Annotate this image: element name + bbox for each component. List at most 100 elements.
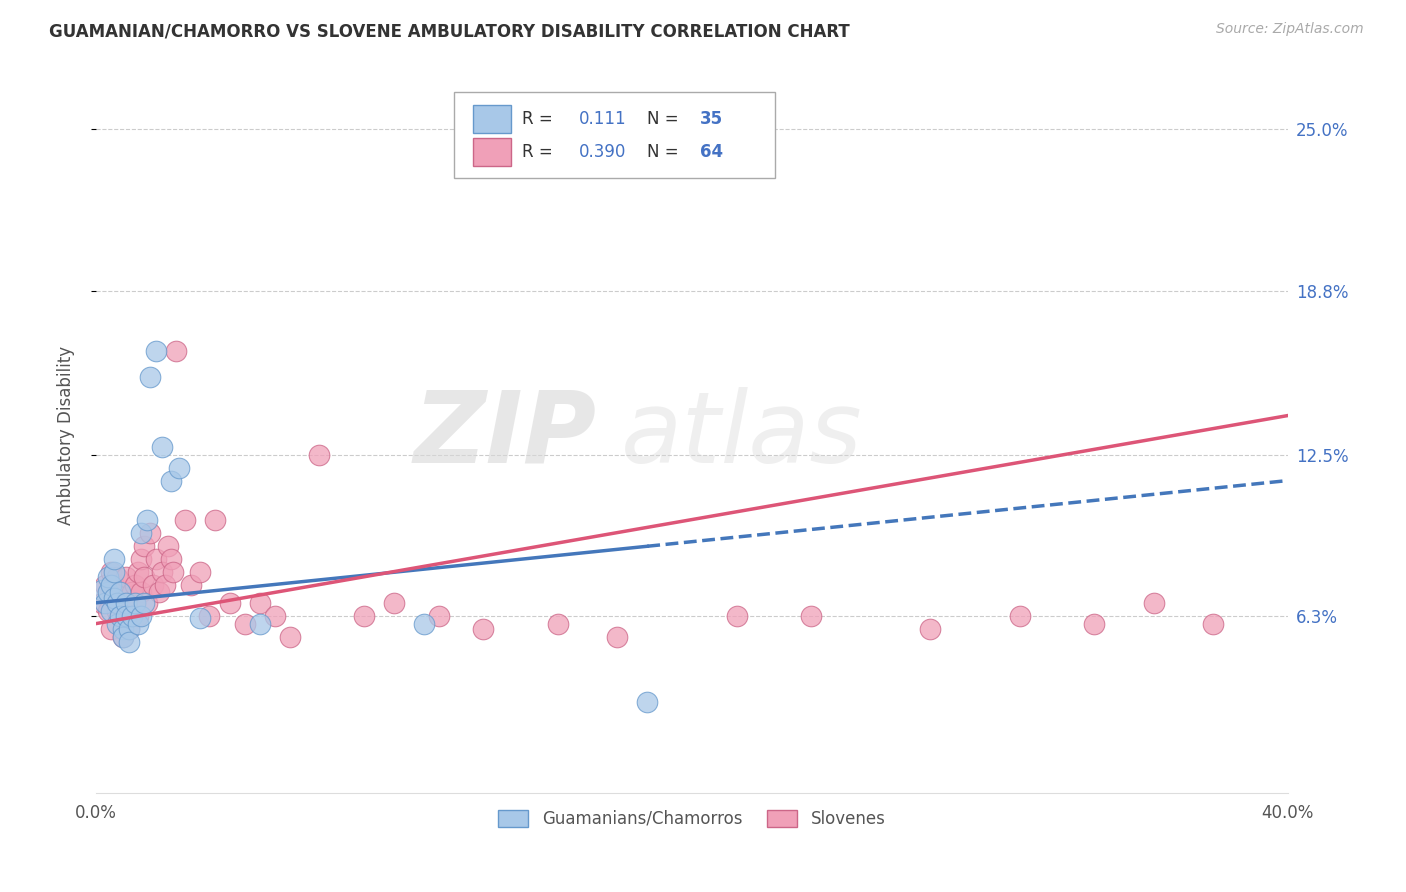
Text: R =: R = [522, 110, 558, 128]
Point [124, 577, 146, 591]
Point [114, 570, 136, 584]
Point [111, 596, 134, 610]
Point [636, 695, 658, 709]
FancyBboxPatch shape [472, 137, 510, 166]
Point [105, 596, 128, 610]
Point [118, 596, 141, 610]
Point [1008, 608, 1031, 623]
Point [132, 570, 155, 584]
Point [233, 616, 256, 631]
Point [108, 585, 131, 599]
FancyBboxPatch shape [454, 92, 775, 178]
Text: GUAMANIAN/CHAMORRO VS SLOVENE AMBULATORY DISABILITY CORRELATION CHART: GUAMANIAN/CHAMORRO VS SLOVENE AMBULATORY… [49, 22, 851, 40]
Point [124, 596, 146, 610]
Point [249, 596, 271, 610]
Point [132, 539, 155, 553]
Point [725, 608, 748, 623]
Point [97, 585, 120, 599]
Point [100, 604, 122, 618]
Point [153, 577, 176, 591]
Point [666, 122, 689, 136]
Point [97, 604, 120, 618]
Text: 0.111: 0.111 [579, 110, 626, 128]
Point [129, 585, 152, 599]
Point [108, 608, 131, 623]
Point [353, 608, 375, 623]
Point [148, 585, 170, 599]
Point [100, 565, 122, 579]
Point [188, 565, 211, 579]
FancyBboxPatch shape [472, 104, 510, 133]
Point [800, 608, 823, 623]
Point [121, 585, 143, 599]
Point [188, 611, 211, 625]
Point [121, 608, 143, 623]
Text: N =: N = [647, 143, 683, 161]
Point [111, 630, 134, 644]
Point [121, 608, 143, 623]
Text: 35: 35 [700, 110, 724, 128]
Point [94, 596, 117, 610]
Text: Source: ZipAtlas.com: Source: ZipAtlas.com [1216, 22, 1364, 37]
Point [103, 551, 125, 566]
Point [412, 616, 434, 631]
Point [111, 622, 134, 636]
Point [135, 512, 157, 526]
Point [127, 608, 149, 623]
Point [159, 551, 181, 566]
Point [111, 630, 134, 644]
Point [118, 622, 141, 636]
Point [127, 616, 149, 631]
Point [105, 604, 128, 618]
Point [382, 596, 405, 610]
Point [127, 565, 149, 579]
Point [156, 539, 179, 553]
Text: ZIP: ZIP [413, 386, 596, 483]
Point [118, 622, 141, 636]
Point [1083, 616, 1105, 631]
Point [263, 608, 285, 623]
Point [308, 448, 330, 462]
Point [114, 608, 136, 623]
Point [145, 551, 167, 566]
Point [145, 343, 167, 358]
Point [150, 565, 173, 579]
Point [427, 608, 450, 623]
Point [138, 525, 160, 540]
Point [103, 577, 125, 591]
Point [142, 577, 165, 591]
Point [150, 440, 173, 454]
Point [180, 577, 202, 591]
Point [124, 596, 146, 610]
Text: 0.390: 0.390 [579, 143, 626, 161]
Point [94, 577, 117, 591]
Point [1202, 616, 1225, 631]
Point [91, 582, 114, 597]
Point [138, 369, 160, 384]
Point [278, 630, 301, 644]
Point [114, 608, 136, 623]
Point [129, 551, 152, 566]
Point [606, 630, 628, 644]
Point [91, 596, 114, 610]
Point [108, 608, 131, 623]
Point [920, 622, 942, 636]
Point [547, 616, 569, 631]
Legend: Guamanians/Chamorros, Slovenes: Guamanians/Chamorros, Slovenes [492, 803, 893, 834]
Point [129, 608, 152, 623]
Point [174, 512, 197, 526]
Point [132, 596, 155, 610]
Point [204, 512, 226, 526]
Point [129, 525, 152, 540]
Point [249, 616, 271, 631]
Point [159, 474, 181, 488]
Text: N =: N = [647, 110, 683, 128]
Point [162, 565, 184, 579]
Point [100, 577, 122, 591]
Point [135, 596, 157, 610]
Point [1143, 596, 1166, 610]
Point [198, 608, 221, 623]
Point [114, 596, 136, 610]
Point [103, 591, 125, 605]
Point [108, 585, 131, 599]
